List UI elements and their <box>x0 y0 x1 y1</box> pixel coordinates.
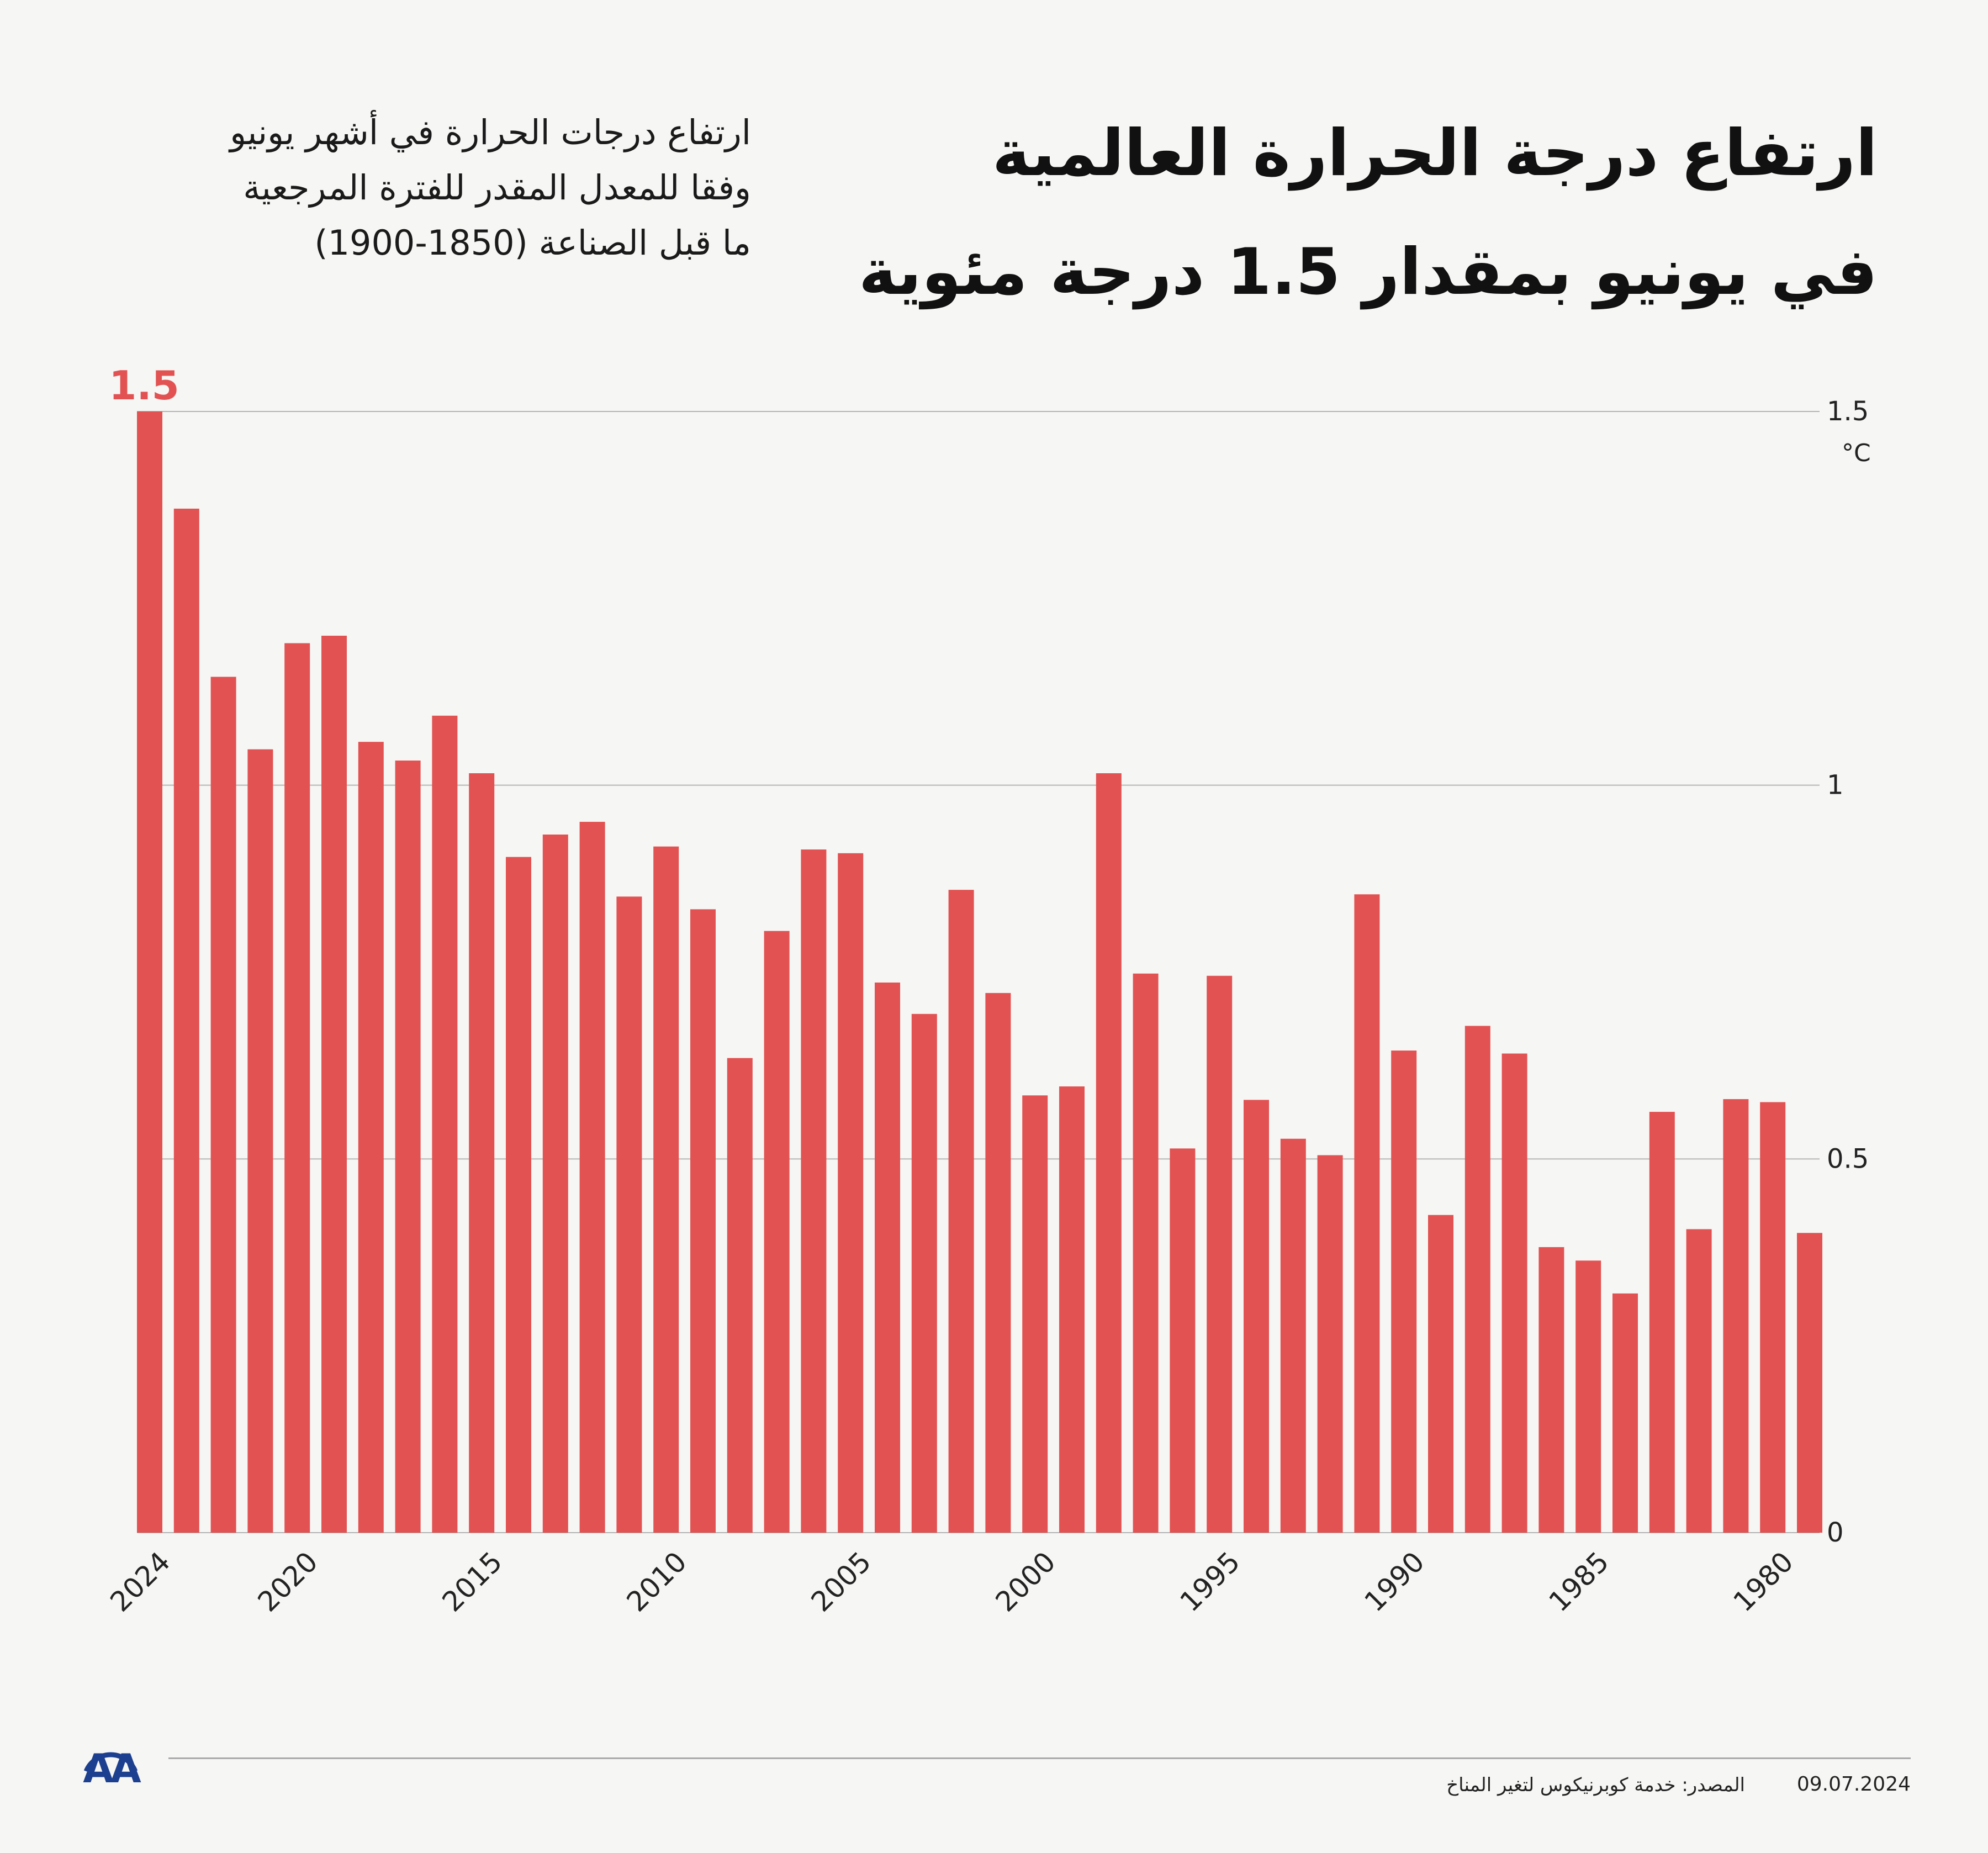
bar <box>506 857 531 1533</box>
x-tick-label: 2005 <box>805 1545 877 1618</box>
bar <box>1538 1247 1564 1533</box>
x-tick-label: 2024 <box>104 1545 177 1618</box>
bar <box>395 761 421 1533</box>
subtitle-line-3: ما قبل الصناعة (1850-1900) <box>314 223 751 263</box>
y-tick-label: 0 <box>1827 1517 1844 1548</box>
bar <box>247 749 273 1533</box>
bar <box>1059 1086 1085 1533</box>
bar <box>542 834 568 1533</box>
bar <box>875 982 900 1533</box>
bar <box>1170 1148 1196 1533</box>
bar <box>1612 1293 1638 1533</box>
bar <box>1133 973 1159 1533</box>
bar <box>1280 1138 1306 1533</box>
bar <box>985 993 1011 1533</box>
bar <box>653 846 679 1533</box>
bar <box>1649 1112 1675 1533</box>
x-tick-label: 1990 <box>1358 1545 1431 1618</box>
x-tick-label: 1985 <box>1543 1545 1615 1618</box>
bar <box>911 1013 937 1533</box>
bar <box>838 853 864 1533</box>
data-label: 1.5 <box>109 362 179 409</box>
bar <box>210 677 236 1533</box>
y-tick-label: 1.5 <box>1827 396 1869 427</box>
bar <box>1797 1233 1822 1533</box>
chart-subtitle: ارتفاع درجات الحرارة في أشهر يونيو وفقا … <box>133 105 751 271</box>
bar <box>1686 1229 1712 1533</box>
bar <box>321 636 347 1533</box>
x-tick-label: 2010 <box>621 1545 693 1618</box>
subtitle-line-1: ارتفاع درجات الحرارة في أشهر يونيو <box>230 112 751 152</box>
chart-title: ارتفاع درجة الحرارة العالمية في يونيو بم… <box>828 94 1878 331</box>
bar <box>948 890 974 1533</box>
bar <box>1760 1102 1786 1533</box>
bar <box>616 896 642 1533</box>
bar <box>1501 1053 1527 1533</box>
bar <box>284 643 310 1533</box>
y-axis-unit: °C <box>1842 439 1871 467</box>
bar <box>690 909 716 1533</box>
subtitle-line-2: وفقا للمعدل المقدر للفترة المرجعية <box>243 167 751 208</box>
bar <box>432 715 458 1533</box>
bar <box>1022 1095 1048 1533</box>
x-tick-label: 2000 <box>990 1545 1062 1618</box>
bar <box>727 1058 753 1533</box>
bar <box>1723 1099 1749 1533</box>
x-tick-label: 2020 <box>252 1545 324 1618</box>
bar-chart: 0 0.5 1 1.5 °C 1.5 2024 2020 2015 2010 2005 2000 199… <box>104 362 1871 1618</box>
bar <box>1207 975 1233 1533</box>
bar <box>579 821 605 1533</box>
title-line-2: في يونيو بمقدار 1.5 درجة مئوية <box>858 235 1878 309</box>
bar <box>1391 1050 1417 1533</box>
bar <box>1428 1215 1453 1533</box>
bar <box>358 742 384 1533</box>
bar <box>469 773 495 1533</box>
bar <box>1354 894 1380 1533</box>
publish-date: 09.07.2024 <box>1796 1773 1911 1796</box>
bar <box>1096 773 1122 1533</box>
bar <box>137 411 162 1533</box>
bar <box>801 849 827 1533</box>
x-tick-label: 1995 <box>1174 1545 1246 1618</box>
aa-logo-icon: AA <box>83 1745 145 1787</box>
bar <box>1317 1155 1343 1533</box>
bar <box>1464 1026 1490 1533</box>
x-tick-label: 1980 <box>1727 1545 1800 1618</box>
bar <box>764 931 790 1533</box>
logo-text: AA <box>83 1745 141 1787</box>
x-tick-label: 2015 <box>436 1545 509 1618</box>
bar <box>173 508 199 1533</box>
bar <box>1575 1260 1601 1533</box>
title-line-1: ارتفاع درجة الحرارة العالمية <box>992 116 1878 191</box>
y-tick-label: 0.5 <box>1827 1143 1869 1174</box>
bar <box>1244 1100 1269 1533</box>
y-tick-label: 1 <box>1827 770 1844 801</box>
footer-divider <box>168 1757 1911 1759</box>
source-note: المصدر: خدمة كوبرنيكوس لتغير المناخ <box>1446 1774 1745 1796</box>
